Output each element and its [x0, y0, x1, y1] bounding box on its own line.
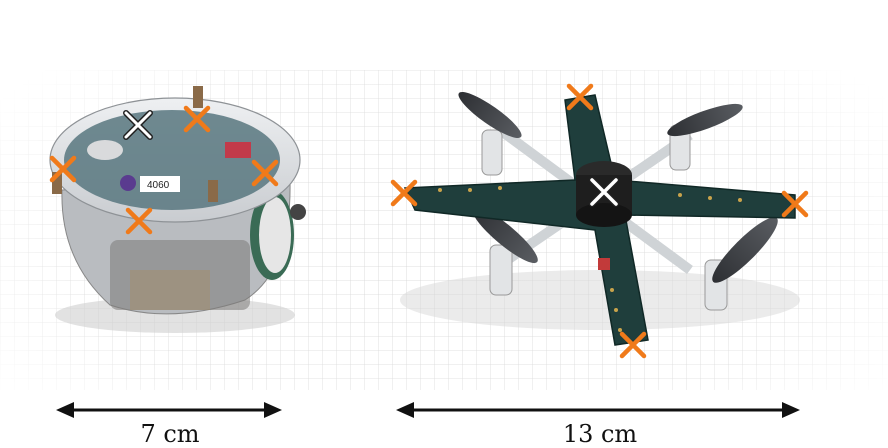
quadcopter-robot — [400, 91, 800, 346]
left-dimension-label: 7 cm — [140, 420, 200, 448]
right-dimension-label: 13 cm — [562, 420, 638, 448]
buzzer-marker — [589, 177, 619, 207]
dimension-arrows — [56, 402, 800, 418]
microphone-marker — [251, 159, 279, 187]
microphone-marker — [183, 105, 211, 133]
buzzer-marker — [123, 110, 153, 140]
microphone-marker — [49, 155, 77, 183]
board-label-text: 4060 — [147, 180, 170, 191]
microphone-marker — [390, 179, 418, 207]
epuck-robot: 4060 — [49, 86, 306, 333]
microphone-marker — [781, 190, 809, 218]
microphone-marker — [619, 331, 647, 359]
microphone-marker — [566, 83, 594, 111]
microphone-marker — [125, 207, 153, 235]
